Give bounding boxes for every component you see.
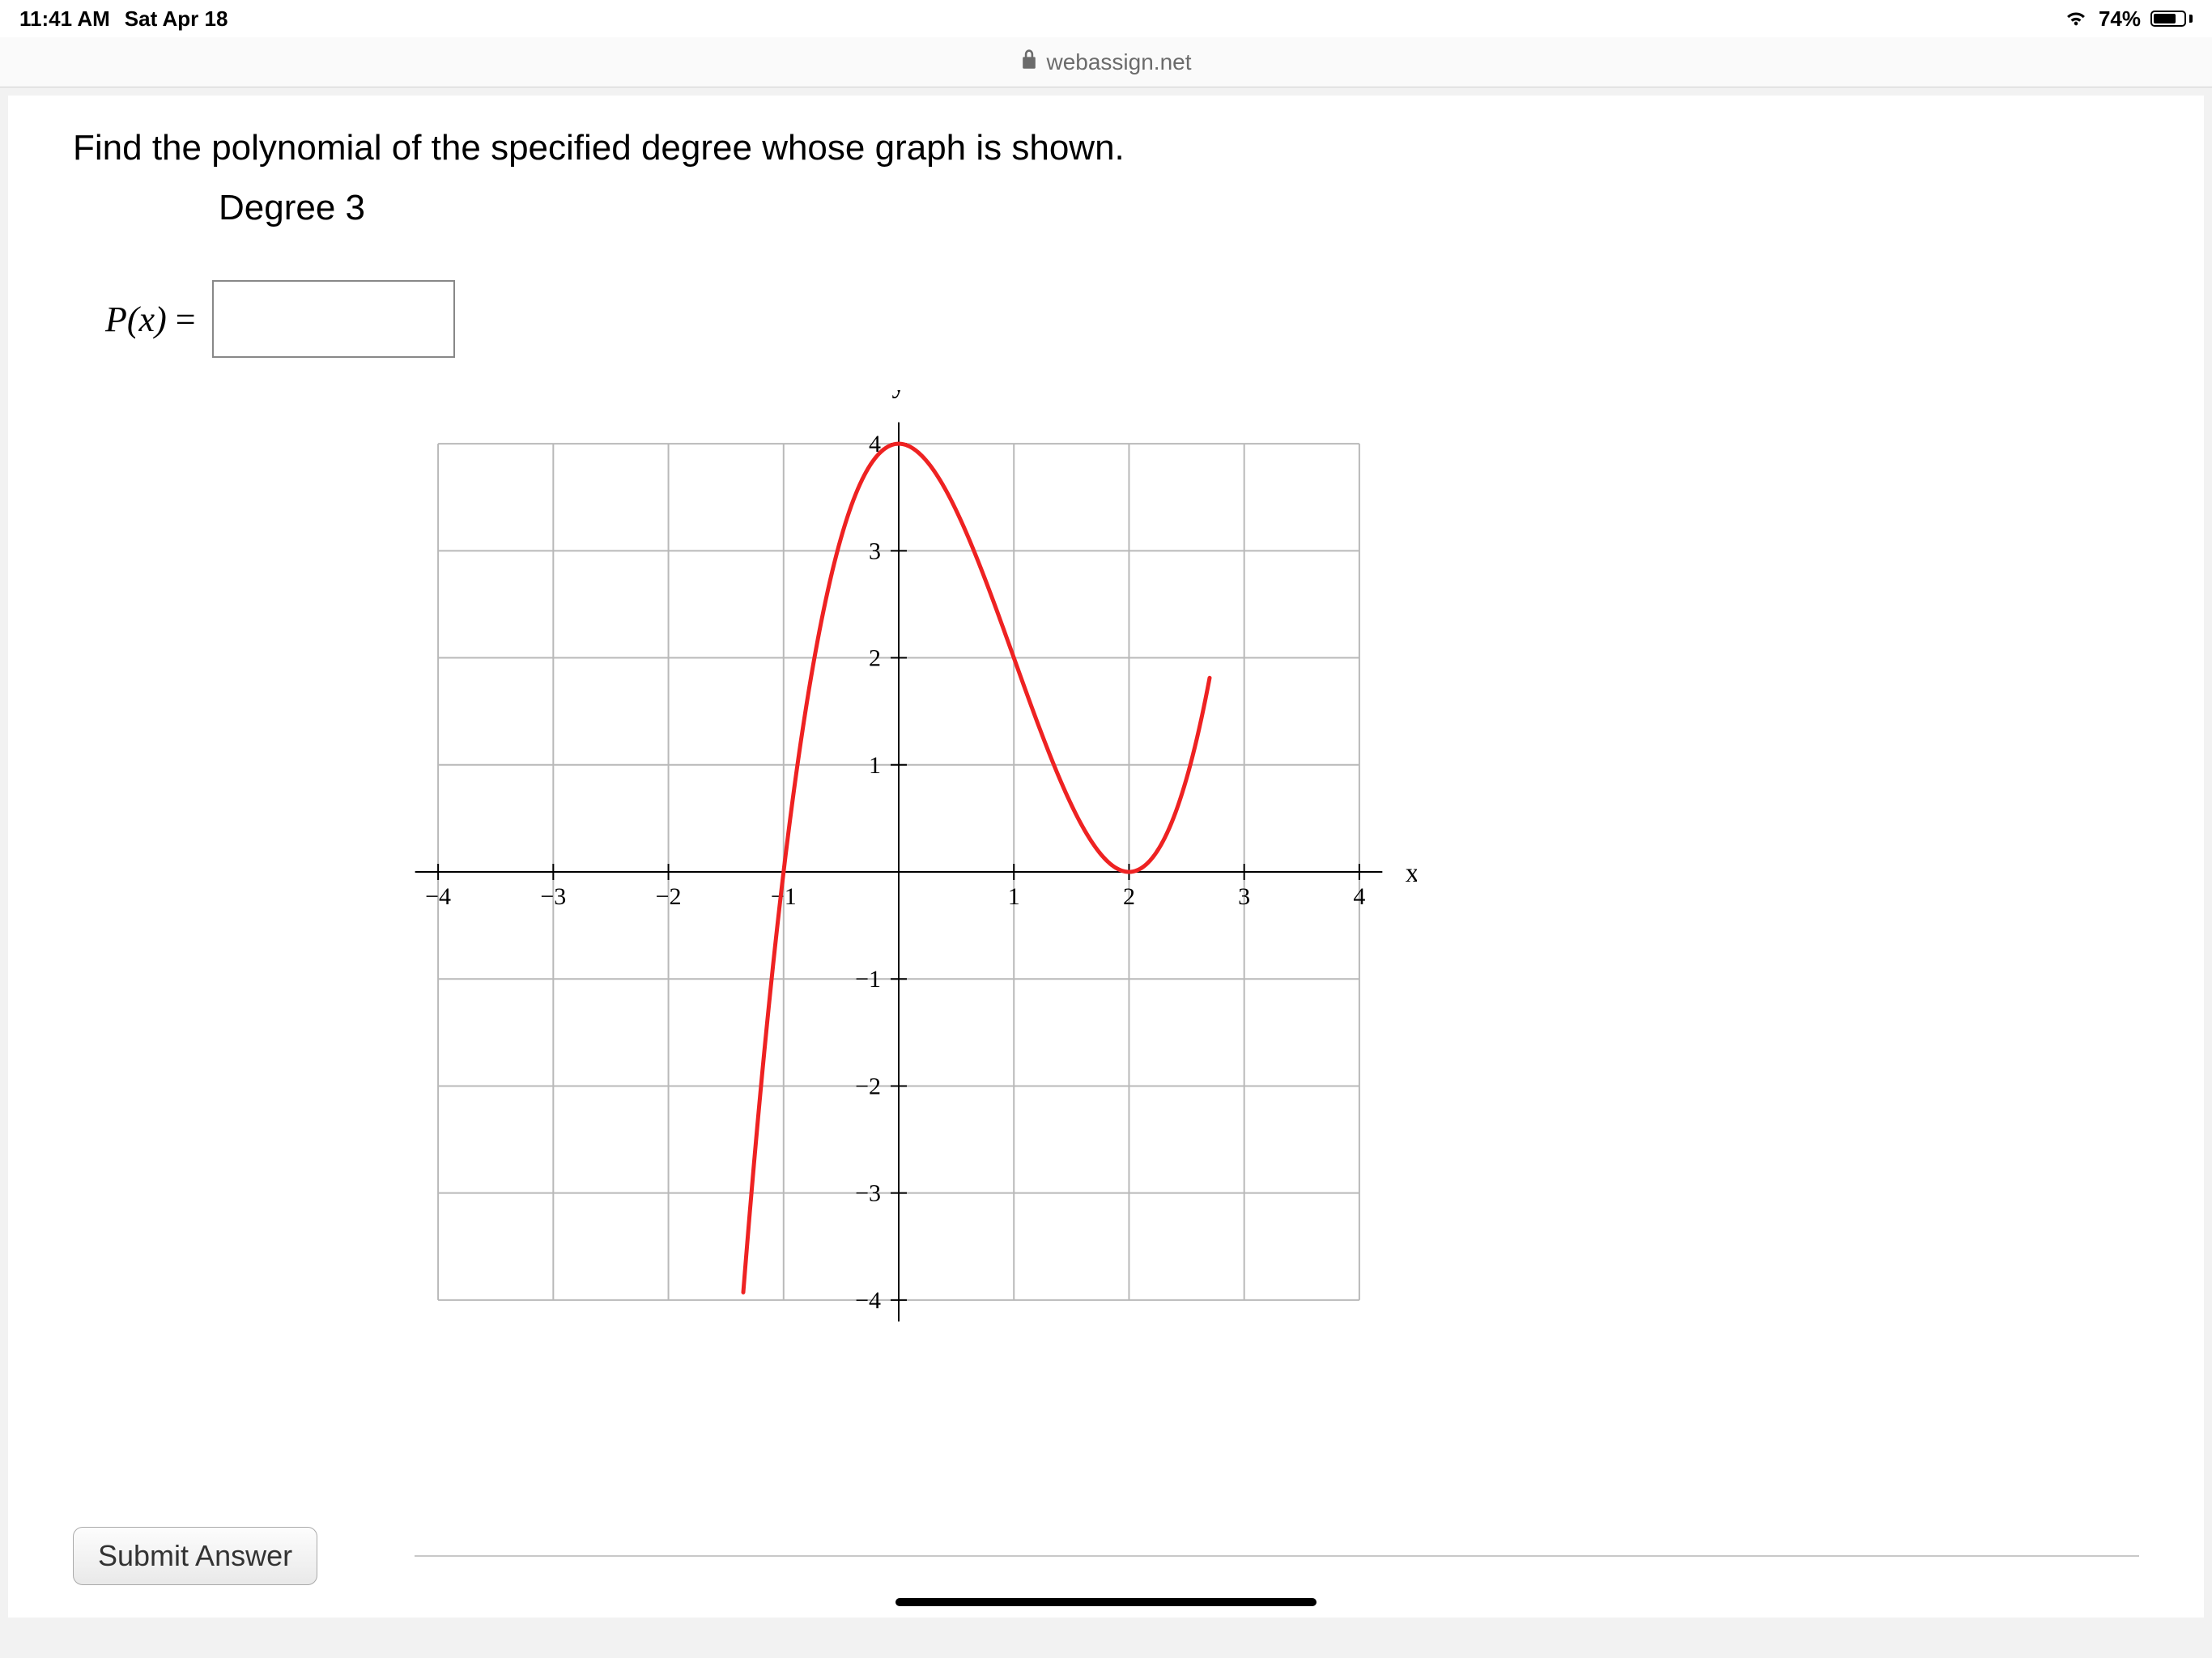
status-bar: 11:41 AM Sat Apr 18 74% [0,0,2212,37]
question-prompt: Find the polynomial of the specified deg… [73,128,2139,168]
svg-text:2: 2 [869,645,881,672]
degree-label: Degree 3 [219,188,2139,228]
polynomial-chart: −4−3−2−11234−4−3−2−11234xy [381,390,1417,1354]
svg-text:3: 3 [1238,883,1250,910]
svg-text:1: 1 [869,752,881,779]
browser-url-bar[interactable]: webassign.net [0,37,2212,87]
svg-text:x: x [1406,858,1417,888]
svg-text:4: 4 [1353,883,1365,910]
home-indicator [895,1598,1317,1606]
svg-text:−1: −1 [855,966,881,993]
lock-icon [1020,49,1038,75]
svg-text:−2: −2 [656,883,682,910]
svg-text:3: 3 [869,538,881,564]
url-host: webassign.net [1046,49,1191,75]
battery-icon [2150,11,2193,27]
svg-text:−4: −4 [855,1287,881,1314]
svg-text:−4: −4 [425,883,451,910]
divider-line [415,1555,2139,1557]
wifi-icon [2063,6,2089,32]
svg-text:−3: −3 [855,1180,881,1207]
answer-input[interactable] [212,280,455,358]
status-time: 11:41 AM [19,6,110,32]
submit-answer-button[interactable]: Submit Answer [73,1527,317,1585]
answer-row: P(x) = [105,280,2139,358]
svg-text:1: 1 [1008,883,1020,910]
status-date: Sat Apr 18 [125,6,228,32]
chart-container: −4−3−2−11234−4−3−2−11234xy [381,390,2139,1358]
answer-function-label: P(x) = [105,299,196,340]
svg-text:y: y [892,390,906,399]
fn-var: x [139,300,155,339]
battery-percent: 74% [2099,6,2141,32]
svg-text:−3: −3 [540,883,566,910]
fn-name: P [105,300,127,339]
svg-text:2: 2 [1123,883,1135,910]
page-content: Find the polynomial of the specified deg… [8,96,2204,1618]
svg-text:−2: −2 [855,1073,881,1099]
